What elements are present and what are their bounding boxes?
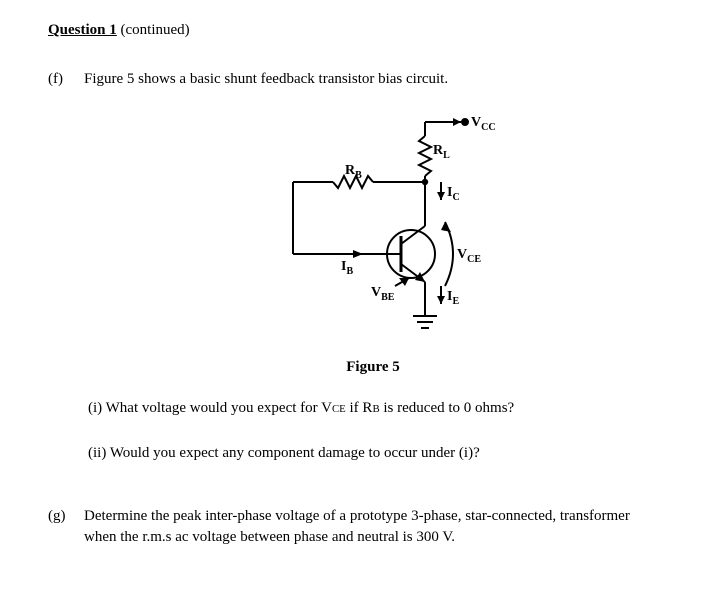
part-f-label: (f) bbox=[48, 69, 72, 488]
question-suffix: (continued) bbox=[117, 22, 190, 38]
sub-i-text-2: if R bbox=[346, 400, 373, 416]
sub-i-label: (i) bbox=[88, 400, 106, 416]
figure-caption: Figure 5 bbox=[84, 357, 662, 378]
sub-i-sub2: B bbox=[372, 403, 379, 415]
sub-ii-label: (ii) bbox=[88, 445, 110, 461]
part-g: (g) Determine the peak inter-phase volta… bbox=[48, 506, 662, 548]
question-header: Question 1 (continued) bbox=[48, 20, 662, 41]
part-f: (f) Figure 5 shows a basic shunt feedbac… bbox=[48, 69, 662, 488]
sub-i-sub1: CE bbox=[332, 403, 346, 415]
sub-i: (i) What voltage would you expect for VC… bbox=[88, 398, 662, 419]
figure-5: VCC RL RB IC IB VCE VBE IE bbox=[84, 104, 662, 351]
question-title: Question 1 bbox=[48, 22, 117, 38]
part-g-label: (g) bbox=[48, 506, 72, 548]
circuit-diagram: VCC RL RB IC IB VCE VBE IE bbox=[223, 104, 523, 344]
part-f-text: Figure 5 shows a basic shunt feedback tr… bbox=[84, 69, 662, 90]
sub-i-text-1: What voltage would you expect for V bbox=[106, 400, 332, 416]
sub-ii: (ii) Would you expect any component dama… bbox=[88, 443, 662, 464]
sub-i-text-3: is reduced to 0 ohms? bbox=[380, 400, 515, 416]
sub-ii-text: Would you expect any component damage to… bbox=[110, 445, 480, 461]
part-g-text: Determine the peak inter-phase voltage o… bbox=[84, 506, 662, 548]
